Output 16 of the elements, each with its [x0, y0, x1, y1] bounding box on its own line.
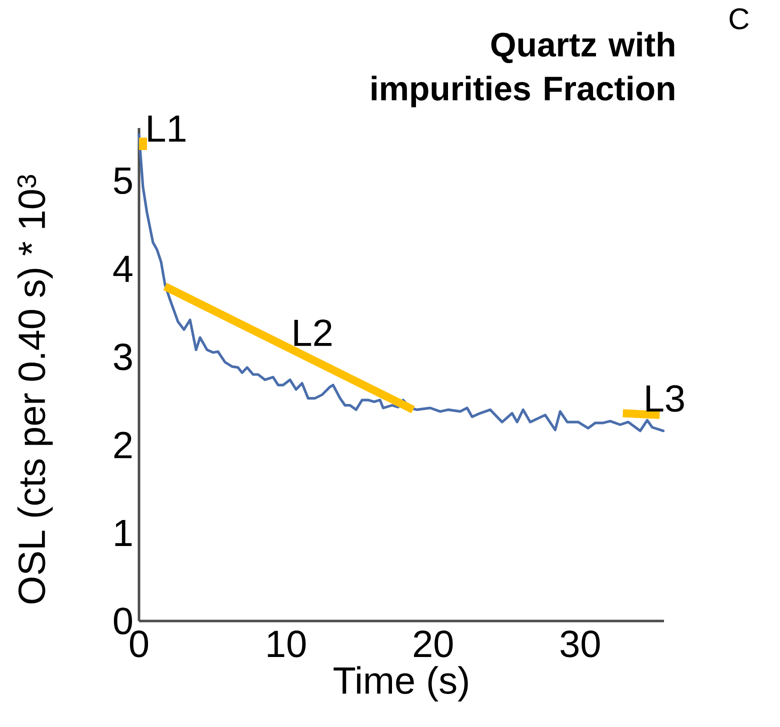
y-tick-label: 2 — [114, 432, 132, 458]
y-tick-label: 3 — [114, 343, 132, 370]
x-tick-label: 20 — [414, 630, 453, 658]
y-tick-label: 4 — [113, 256, 132, 282]
x-tick-label: 10 — [268, 630, 306, 658]
x-axis-title: Time (s) — [334, 666, 468, 702]
y-axis-title: OSL (cts per 0.40 s) * 10$^{3}$ — [17, 175, 53, 604]
y-tick-label: 0 — [114, 608, 132, 634]
series-label: L1 — [148, 116, 186, 142]
y-tick-label: 5 — [114, 168, 132, 194]
x-tick-label: 30 — [560, 630, 600, 658]
text: C — [730, 8, 749, 30]
series-label: L2 — [294, 319, 332, 346]
y-tick-label: 1 — [115, 520, 132, 546]
series-label: L3 — [646, 385, 684, 412]
chart-title: Quartz with impurities Fraction — [372, 32, 674, 108]
